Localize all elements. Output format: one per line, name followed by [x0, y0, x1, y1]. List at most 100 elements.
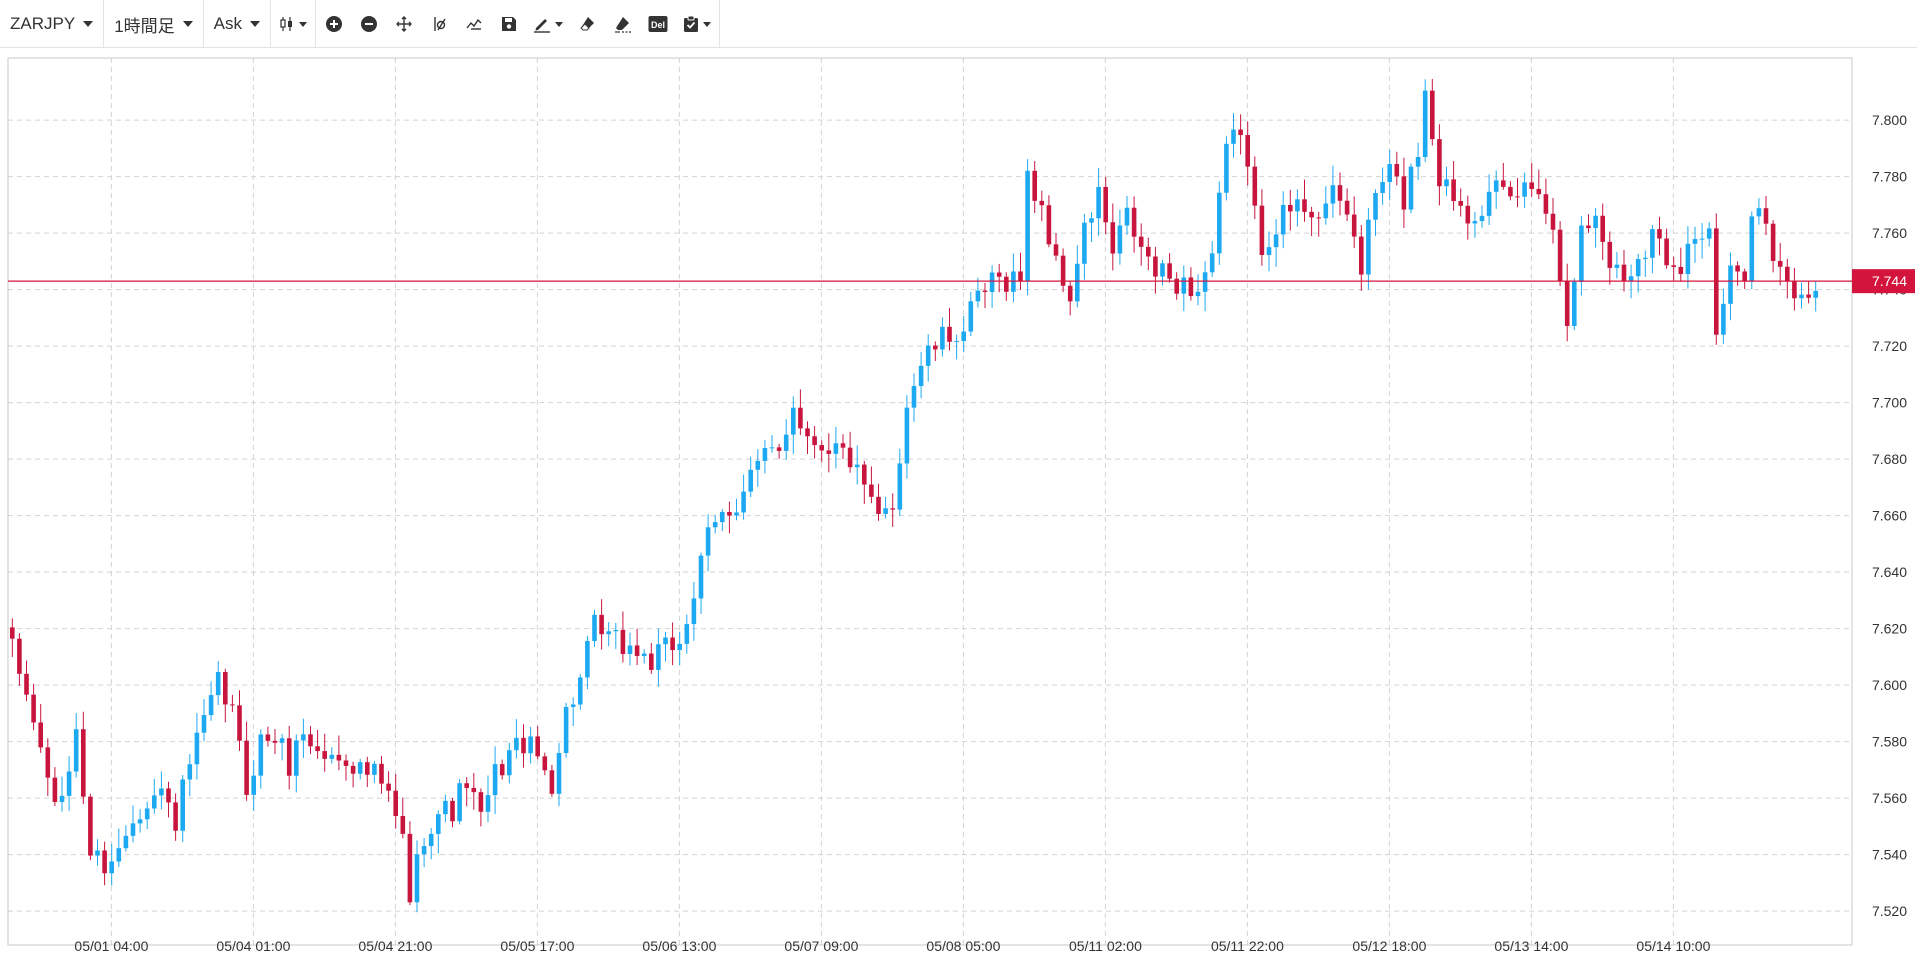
candle	[1607, 231, 1613, 285]
price-tick-label: 7.520	[1872, 903, 1907, 919]
candle-body	[1557, 229, 1563, 281]
price-tick-label: 7.780	[1872, 169, 1907, 185]
candle	[798, 389, 803, 435]
candle-body	[883, 508, 888, 514]
candle	[556, 743, 562, 807]
candle	[109, 843, 114, 886]
candle-body	[1664, 238, 1669, 266]
time-tick-label: 05/04 21:00	[358, 938, 432, 954]
candle-body	[727, 511, 732, 516]
candle-body	[1309, 211, 1314, 218]
save-button[interactable]	[491, 0, 526, 48]
price-axis[interactable]: 7.8007.7807.7607.7407.7207.7007.6807.660…	[1872, 112, 1907, 919]
candle-body	[1316, 217, 1321, 219]
candle-body	[81, 729, 86, 797]
clipboard-button[interactable]	[675, 0, 719, 48]
candle-body	[996, 272, 1002, 277]
draw-button[interactable]	[526, 0, 570, 48]
candle	[400, 797, 406, 839]
candle	[954, 334, 959, 360]
candle	[776, 443, 782, 459]
eraser-all-button[interactable]	[605, 0, 640, 48]
candle-body	[1351, 214, 1357, 237]
candle	[428, 827, 434, 860]
candle-body	[705, 527, 711, 556]
candle	[1806, 281, 1811, 304]
zoom-out-button[interactable]	[351, 0, 386, 48]
candle-body	[649, 653, 654, 670]
candle	[343, 754, 349, 781]
zoom-in-button[interactable]	[316, 0, 351, 48]
candle-body	[194, 732, 200, 765]
candle-body	[805, 428, 810, 437]
candle	[812, 425, 817, 459]
candle	[492, 746, 498, 815]
candle-body	[762, 448, 768, 461]
candle	[734, 498, 739, 521]
candle-body	[1564, 280, 1570, 326]
candle-body	[1288, 204, 1293, 212]
candle	[66, 756, 72, 811]
price-tick-label: 7.540	[1872, 847, 1907, 863]
candle-body	[31, 694, 36, 723]
chevron-down-icon	[182, 21, 193, 27]
candle	[294, 734, 299, 793]
candle-body	[258, 734, 264, 776]
candle-body	[592, 614, 597, 641]
candle-body	[897, 463, 903, 510]
candle-body	[492, 764, 498, 796]
price-tick-label: 7.680	[1872, 451, 1907, 467]
price-type-selector[interactable]: Ask	[204, 0, 270, 48]
candle-body	[1195, 291, 1201, 297]
candle-body	[1522, 182, 1527, 197]
move-button[interactable]	[386, 0, 421, 48]
price-line-button[interactable]	[421, 0, 456, 48]
candle-body	[1103, 186, 1108, 223]
indicator-button[interactable]	[456, 0, 491, 48]
chart-area[interactable]: 7.8007.7807.7607.7407.7207.7007.6807.660…	[0, 48, 1917, 957]
price-tick-label: 7.580	[1872, 734, 1907, 750]
candle-body	[1785, 266, 1790, 281]
time-axis[interactable]: 05/01 04:00 05/04 01:00 05/04 21:00 05/05 1…	[74, 938, 1710, 954]
candle-body	[627, 645, 633, 654]
candle-body	[421, 846, 427, 855]
candle	[1174, 272, 1179, 300]
candle-body	[244, 740, 249, 795]
candle-body	[1039, 200, 1045, 206]
candle	[769, 435, 775, 453]
candle	[137, 809, 143, 833]
candle	[251, 760, 256, 811]
candle	[755, 449, 761, 487]
candle	[904, 395, 910, 479]
candle-body	[1650, 229, 1655, 258]
candle	[144, 801, 150, 830]
candle	[705, 514, 711, 572]
delete-all-button[interactable]: Del	[640, 0, 675, 48]
clipboard-check-icon	[683, 15, 699, 33]
candle	[1039, 190, 1045, 222]
chart-type-button[interactable]	[271, 0, 315, 48]
candle-body	[528, 736, 533, 754]
candle-body	[1756, 208, 1762, 217]
timeframe-selector[interactable]: 1時間足	[104, 0, 202, 48]
time-tick-label: 05/12 18:00	[1352, 938, 1426, 954]
candle-body	[1472, 221, 1478, 224]
candle-body	[1451, 179, 1456, 202]
candle	[1280, 191, 1286, 249]
candle-body	[1444, 179, 1449, 187]
candle	[1643, 250, 1648, 277]
candle	[1153, 246, 1158, 294]
candle-body	[783, 434, 789, 451]
candle	[1678, 247, 1684, 282]
symbol-selector[interactable]: ZARJPY	[0, 0, 103, 48]
candle	[59, 776, 65, 812]
candle-body	[1259, 205, 1265, 255]
price-chart[interactable]: 7.8007.7807.7607.7407.7207.7007.6807.660…	[0, 48, 1917, 957]
candle-body	[1408, 166, 1414, 210]
eraser-button[interactable]	[570, 0, 605, 48]
candle	[1188, 267, 1194, 301]
candle	[450, 797, 455, 828]
candle-body	[1465, 205, 1471, 224]
candle-body	[847, 447, 853, 468]
candle	[1777, 242, 1783, 286]
